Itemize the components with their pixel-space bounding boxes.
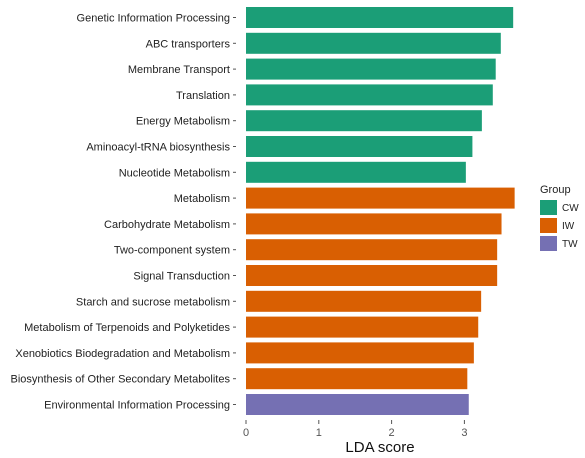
category-label: Energy Metabolism (136, 116, 230, 128)
x-axis-title: LDA score (345, 439, 414, 456)
bar (246, 239, 498, 261)
category-label: Translation (176, 90, 230, 102)
category-label: Starch and sucrose metabolism (76, 296, 230, 308)
legend-key (540, 200, 557, 215)
bar (246, 290, 482, 312)
x-tick-label: 1 (316, 427, 322, 439)
category-label: Biosynthesis of Other Secondary Metaboli… (10, 374, 230, 386)
category-label: Environmental Information Processing (44, 400, 230, 412)
legend-label: TW (562, 239, 578, 250)
bar (246, 316, 479, 338)
category-label: Carbohydrate Metabolism (104, 219, 230, 231)
category-label: Aminoacyl-tRNA biosynthesis (86, 142, 230, 154)
category-label: ABC transporters (146, 38, 231, 50)
bar (246, 136, 473, 157)
bar (246, 110, 482, 132)
category-labels: Genetic Information Processing ABC transp… (10, 13, 236, 412)
bar (246, 161, 466, 183)
bar (246, 265, 498, 286)
bar (246, 84, 493, 106)
category-label: Metabolism of Terpenoids and Polyketides (24, 322, 230, 334)
bar (246, 213, 502, 235)
category-label: Signal Transduction (133, 271, 230, 283)
bars-layer (246, 7, 515, 415)
bar (246, 368, 468, 390)
legend-label: CW (562, 203, 579, 214)
bar (246, 342, 474, 364)
x-tick-label: 3 (461, 427, 467, 439)
category-label: Xenobiotics Biodegradation and Metabolis… (15, 348, 230, 360)
legend-key (540, 218, 557, 233)
legend-label: IW (562, 221, 575, 232)
category-label: Nucleotide Metabolism (119, 167, 230, 179)
category-label: Genetic Information Processing (77, 13, 230, 25)
category-label: Metabolism (174, 193, 230, 205)
legend-title: Group (540, 184, 571, 196)
bar (246, 187, 515, 209)
bar (246, 7, 514, 28)
legend-key (540, 236, 557, 251)
category-label: Membrane Transport (128, 64, 230, 76)
bar (246, 58, 496, 80)
bar (246, 394, 469, 415)
bar (246, 32, 501, 54)
x-tick-label: 2 (389, 427, 395, 439)
legend: Group CW IW TW (540, 184, 579, 251)
x-tick-label: 0 (243, 427, 249, 439)
x-axis: 0 1 2 3 (243, 420, 467, 439)
category-label: Two-component system (114, 245, 230, 257)
